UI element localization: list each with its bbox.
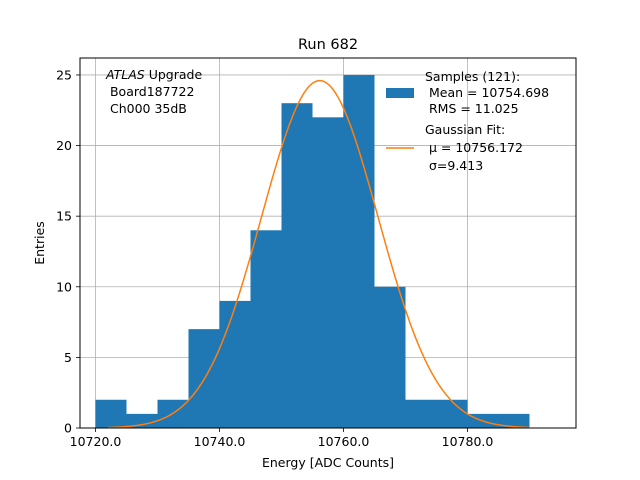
annotation-box: ATLAS Upgrade Board187722 Ch000 35dB [105, 67, 202, 116]
plot-frame [79, 57, 577, 429]
histogram-bar [312, 117, 344, 428]
annotation-line-2: Board187722 [106, 84, 194, 99]
x-tick-label: 10760.0 [318, 434, 370, 449]
legend-hist-line-3: RMS = 11.025 [425, 101, 519, 116]
y-axis-ticks: 0 5 10 15 20 25 [56, 67, 80, 436]
histogram-bar [250, 230, 282, 428]
histogram-bar [281, 103, 313, 428]
legend-hist-line-2: Mean = 10754.698 [425, 85, 549, 100]
histogram-bar [343, 74, 375, 428]
histogram-bar [95, 399, 127, 428]
x-tick-label: 10780.0 [442, 434, 494, 449]
histogram-bar [467, 413, 530, 428]
fit-curve [107, 79, 530, 429]
annotation-upgrade: Upgrade [145, 67, 203, 82]
y-tick-label: 15 [56, 209, 72, 224]
x-tick-label: 10740.0 [194, 434, 246, 449]
annotation-atlas: ATLAS [105, 67, 145, 82]
y-tick-label: 20 [56, 138, 72, 153]
x-axis-ticks: 10720.0 10740.0 10760.0 10780.0 [70, 428, 494, 449]
chart-title: Run 682 [298, 37, 358, 53]
legend: Samples (121): Mean = 10754.698 RMS = 11… [386, 69, 549, 173]
legend-fit-line-1: Gaussian Fit: [425, 122, 505, 137]
x-tick-label: 10720.0 [70, 434, 122, 449]
histogram-bar [374, 286, 406, 428]
annotation-line-1: ATLAS Upgrade [105, 67, 202, 82]
y-tick-label: 0 [64, 421, 72, 436]
legend-hist-line-1: Samples (121): [425, 69, 520, 84]
annotation-line-3: Ch000 35dB [106, 101, 187, 116]
y-axis-label: Entries [32, 221, 47, 265]
legend-hist-swatch [386, 88, 414, 98]
x-axis-label: Energy [ADC Counts] [262, 455, 394, 470]
histogram-bar [219, 300, 251, 428]
y-tick-label: 5 [64, 350, 72, 365]
histogram-bar [405, 399, 468, 428]
y-tick-label: 10 [56, 279, 72, 294]
legend-fit-line-3: σ=9.413 [425, 158, 483, 173]
gaussian-fit [107, 79, 530, 429]
y-tick-label: 25 [56, 67, 72, 82]
histogram-bar [126, 413, 158, 428]
legend-fit-line-2: μ = 10756.172 [425, 140, 523, 155]
